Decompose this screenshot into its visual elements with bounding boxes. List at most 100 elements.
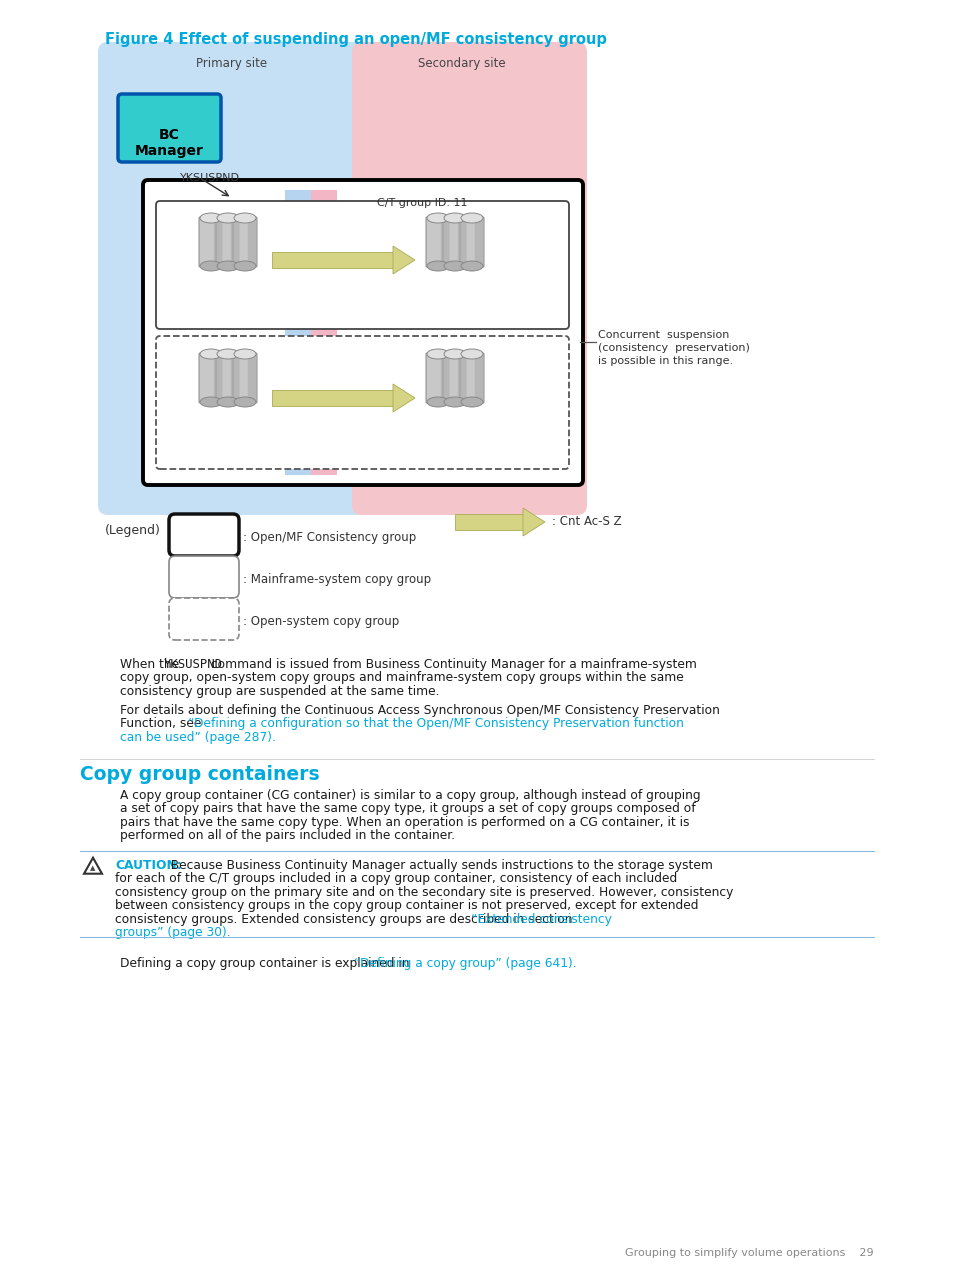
FancyBboxPatch shape	[215, 353, 240, 403]
FancyBboxPatch shape	[213, 217, 222, 267]
FancyBboxPatch shape	[169, 597, 239, 641]
Text: command is issued from Business Continuity Manager for a mainframe-system: command is issued from Business Continui…	[207, 658, 696, 671]
Polygon shape	[522, 508, 544, 536]
FancyBboxPatch shape	[213, 353, 222, 403]
Ellipse shape	[427, 350, 449, 358]
FancyBboxPatch shape	[215, 217, 240, 267]
Ellipse shape	[427, 214, 449, 222]
Ellipse shape	[460, 350, 482, 358]
Ellipse shape	[443, 350, 465, 358]
FancyBboxPatch shape	[457, 217, 466, 267]
Text: can be used” (page 287).: can be used” (page 287).	[120, 731, 275, 744]
Ellipse shape	[200, 350, 222, 358]
Text: (consistency  preservation): (consistency preservation)	[598, 343, 749, 353]
Ellipse shape	[200, 214, 222, 222]
FancyBboxPatch shape	[457, 353, 466, 403]
FancyBboxPatch shape	[426, 353, 450, 403]
FancyBboxPatch shape	[199, 217, 223, 267]
FancyBboxPatch shape	[442, 353, 467, 403]
Text: Copy group containers: Copy group containers	[80, 765, 319, 784]
FancyBboxPatch shape	[248, 353, 256, 403]
Text: CAUTION:: CAUTION:	[115, 859, 182, 872]
Bar	[455, 513, 522, 530]
Text: A copy group container (CG container) is similar to a copy group, although inste: A copy group container (CG container) is…	[120, 788, 700, 802]
Text: a set of copy pairs that have the same copy type, it groups a set of copy groups: a set of copy pairs that have the same c…	[120, 802, 695, 815]
Ellipse shape	[460, 397, 482, 407]
Text: : Mainframe-system copy group: : Mainframe-system copy group	[243, 573, 431, 586]
Ellipse shape	[200, 397, 222, 407]
Ellipse shape	[216, 397, 239, 407]
FancyBboxPatch shape	[169, 513, 239, 555]
Ellipse shape	[443, 261, 465, 271]
Ellipse shape	[233, 261, 255, 271]
Bar	[311, 189, 336, 475]
Polygon shape	[393, 384, 415, 412]
FancyBboxPatch shape	[231, 353, 239, 403]
Text: (Legend): (Legend)	[105, 524, 161, 538]
FancyBboxPatch shape	[248, 217, 256, 267]
Text: groups” (page 30).: groups” (page 30).	[115, 927, 231, 939]
Text: “Defining a copy group” (page 641).: “Defining a copy group” (page 641).	[354, 957, 577, 970]
Ellipse shape	[427, 397, 449, 407]
Ellipse shape	[460, 214, 482, 222]
Text: “Extended consistency: “Extended consistency	[471, 913, 612, 925]
FancyBboxPatch shape	[118, 94, 221, 161]
Text: Because Business Continuity Manager actually sends instructions to the storage s: Because Business Continuity Manager actu…	[159, 859, 712, 872]
FancyBboxPatch shape	[475, 353, 483, 403]
FancyBboxPatch shape	[352, 42, 586, 515]
Text: : Open-system copy group: : Open-system copy group	[243, 615, 399, 628]
FancyBboxPatch shape	[442, 217, 467, 267]
Text: consistency groups. Extended consistency groups are described in section: consistency groups. Extended consistency…	[115, 913, 576, 925]
Text: When the: When the	[120, 658, 183, 671]
Ellipse shape	[427, 261, 449, 271]
FancyBboxPatch shape	[98, 42, 366, 515]
Text: For details about defining the Continuous Access Synchronous Open/MF Consistency: For details about defining the Continuou…	[120, 704, 720, 717]
Bar	[272, 252, 393, 268]
Text: “Defining a configuration so that the Open/MF Consistency Preservation function: “Defining a configuration so that the Op…	[188, 717, 683, 731]
Text: consistency group on the primary site and on the secondary site is preserved. Ho: consistency group on the primary site an…	[115, 886, 733, 899]
Text: Function, see: Function, see	[120, 717, 205, 731]
Text: for each of the C/T groups included in a copy group container, consistency of ea: for each of the C/T groups included in a…	[115, 872, 677, 885]
FancyBboxPatch shape	[426, 217, 450, 267]
Ellipse shape	[216, 350, 239, 358]
Ellipse shape	[233, 214, 255, 222]
Ellipse shape	[200, 261, 222, 271]
Text: Concurrent  suspension: Concurrent suspension	[598, 330, 729, 341]
Text: consistency group are suspended at the same time.: consistency group are suspended at the s…	[120, 685, 439, 698]
Ellipse shape	[233, 397, 255, 407]
Bar	[272, 390, 393, 405]
Text: : Cnt Ac-S Z: : Cnt Ac-S Z	[552, 515, 621, 527]
FancyBboxPatch shape	[169, 555, 239, 597]
FancyBboxPatch shape	[233, 353, 256, 403]
Text: YKSUSPND: YKSUSPND	[164, 658, 223, 671]
Ellipse shape	[460, 261, 482, 271]
FancyBboxPatch shape	[459, 353, 483, 403]
FancyBboxPatch shape	[156, 336, 568, 469]
Text: Figure 4 Effect of suspending an open/MF consistency group: Figure 4 Effect of suspending an open/MF…	[105, 32, 606, 47]
Text: : Open/MF Consistency group: : Open/MF Consistency group	[243, 531, 416, 544]
Text: performed on all of the pairs included in the container.: performed on all of the pairs included i…	[120, 829, 455, 843]
FancyBboxPatch shape	[475, 217, 483, 267]
Text: Defining a copy group container is explained in: Defining a copy group container is expla…	[120, 957, 413, 970]
Polygon shape	[393, 247, 415, 275]
Text: between consistency groups in the copy group container is not preserved, except : between consistency groups in the copy g…	[115, 899, 698, 913]
Ellipse shape	[216, 261, 239, 271]
FancyBboxPatch shape	[156, 201, 568, 329]
FancyBboxPatch shape	[143, 180, 582, 486]
Bar	[285, 189, 311, 475]
FancyBboxPatch shape	[199, 353, 223, 403]
Text: C/T group ID: 11: C/T group ID: 11	[376, 198, 467, 208]
FancyBboxPatch shape	[459, 217, 483, 267]
Ellipse shape	[443, 214, 465, 222]
FancyBboxPatch shape	[440, 217, 449, 267]
Text: is possible in this range.: is possible in this range.	[598, 356, 732, 366]
Text: Secondary site: Secondary site	[417, 57, 505, 70]
FancyBboxPatch shape	[440, 353, 449, 403]
Text: BC
Manager: BC Manager	[134, 128, 203, 158]
Ellipse shape	[233, 350, 255, 358]
Text: ▲: ▲	[91, 864, 95, 871]
Text: Grouping to simplify volume operations    29: Grouping to simplify volume operations 2…	[625, 1248, 873, 1258]
Ellipse shape	[216, 214, 239, 222]
Text: pairs that have the same copy type. When an operation is performed on a CG conta: pairs that have the same copy type. When…	[120, 816, 689, 829]
Text: YKSUSPND: YKSUSPND	[180, 173, 240, 183]
